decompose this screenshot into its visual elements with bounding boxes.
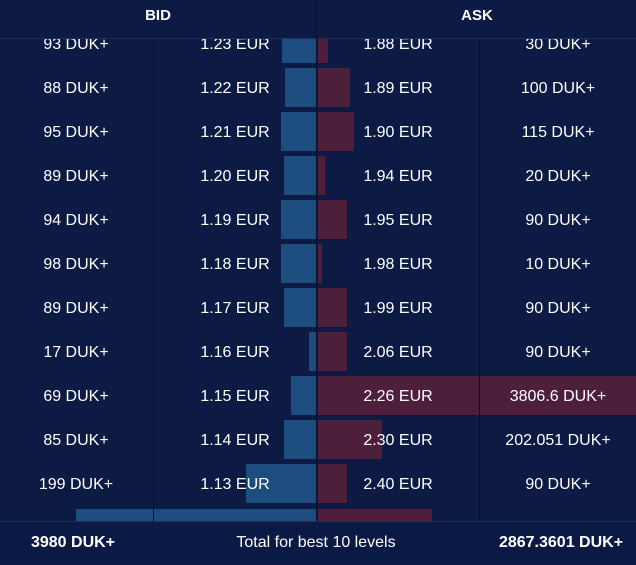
ask-price: 1.88 EUR xyxy=(363,39,433,53)
orderbook-row[interactable]: 89 DUK+ 1.20 EUR 1.94 EUR 20 DUK+ xyxy=(0,155,636,199)
ask-quantity: 115 DUK+ xyxy=(521,124,595,141)
ask-quantity: 90 DUK+ xyxy=(525,476,591,493)
bid-depth-bar xyxy=(284,288,316,327)
bid-price: 1.15 EUR xyxy=(200,388,270,405)
bid-price: 1.19 EUR xyxy=(200,212,270,229)
ask-price: 1.94 EUR xyxy=(363,168,433,185)
orderbook-row[interactable]: 85 DUK+ 1.14 EUR 2.30 EUR 202.051 DUK+ xyxy=(0,419,636,463)
bid-price: 1.20 EUR xyxy=(200,168,270,185)
ask-quantity: 10 DUK+ xyxy=(525,256,591,273)
ask-quantity: 30 DUK+ xyxy=(525,39,591,53)
bid-quantity: 93 DUK+ xyxy=(43,39,109,53)
bid-quantity: 69 DUK+ xyxy=(43,388,109,405)
bid-quantity: 98 DUK+ xyxy=(43,256,109,273)
orderbook-row[interactable]: 69 DUK+ 1.15 EUR 2.26 EUR 3806.6 DUK+ xyxy=(0,375,636,419)
ask-depth-bar xyxy=(318,376,636,415)
ask-quantity: 90 DUK+ xyxy=(525,344,591,361)
ask-price: 2.40 EUR xyxy=(363,476,433,493)
bid-price: 1.16 EUR xyxy=(200,344,270,361)
ask-price: 1.98 EUR xyxy=(363,256,433,273)
ask-quantity: 3806.6 DUK+ xyxy=(509,388,607,405)
ask-quantity: 90 DUK+ xyxy=(525,212,591,229)
ask-price: 2.06 EUR xyxy=(363,344,433,361)
total-label: Total for best 10 levels xyxy=(236,534,396,551)
orderbook-footer: 3980 DUK+ Total for best 10 levels 2867.… xyxy=(0,521,636,565)
bid-total: 3980 DUK+ xyxy=(30,534,116,551)
ask-price: 2.26 EUR xyxy=(363,388,433,405)
ask-price: 1.89 EUR xyxy=(363,80,433,97)
bid-depth-bar xyxy=(282,39,316,63)
bid-quantity: 94 DUK+ xyxy=(43,212,109,229)
bid-header: BID xyxy=(145,7,171,24)
orderbook-row[interactable]: 17 DUK+ 1.16 EUR 2.06 EUR 90 DUK+ xyxy=(0,331,636,375)
ask-depth-bar xyxy=(318,332,347,371)
bid-price: 1.21 EUR xyxy=(200,124,270,141)
orderbook-rows[interactable]: 93 DUK+ 1.23 EUR 1.88 EUR 30 DUK+ 88 DUK+ 1.2… xyxy=(0,39,636,521)
bid-price: 1.17 EUR xyxy=(200,300,270,317)
bid-quantity: 85 DUK+ xyxy=(43,432,109,449)
bid-depth-bar xyxy=(291,376,316,415)
bid-depth-bar xyxy=(309,332,316,371)
orderbook-row[interactable]: 199 DUK+ 1.13 EUR 2.40 EUR 90 DUK+ xyxy=(0,463,636,507)
orderbook-header: BID ASK xyxy=(0,0,636,39)
ask-header: ASK xyxy=(461,7,493,24)
bid-quantity: 17 DUK+ xyxy=(43,344,109,361)
ask-depth-bar xyxy=(318,244,322,283)
bid-cumulative-bar xyxy=(76,509,316,521)
bid-quantity: 95 DUK+ xyxy=(43,124,109,141)
orderbook-row[interactable]: 93 DUK+ 1.23 EUR 1.88 EUR 30 DUK+ xyxy=(0,39,636,67)
ask-total: 2867.3601 DUK+ xyxy=(498,534,624,551)
bid-price: 1.22 EUR xyxy=(200,80,270,97)
ask-quantity: 20 DUK+ xyxy=(525,168,591,185)
bid-price: 1.23 EUR xyxy=(200,39,270,53)
bid-price: 1.13 EUR xyxy=(200,476,270,493)
ask-quantity: 100 DUK+ xyxy=(520,80,596,97)
column-divider xyxy=(479,39,480,521)
ask-depth-bar xyxy=(318,464,347,503)
ask-depth-bar xyxy=(318,420,382,459)
bid-depth-bar xyxy=(281,244,316,283)
ask-depth-bar xyxy=(318,39,328,63)
ask-depth-bar xyxy=(318,112,354,151)
ask-price: 2.30 EUR xyxy=(363,432,433,449)
orderbook-row[interactable]: 95 DUK+ 1.21 EUR 1.90 EUR 115 DUK+ xyxy=(0,111,636,155)
ask-price: 1.99 EUR xyxy=(363,300,433,317)
bid-depth-bar xyxy=(285,68,316,107)
ask-cumulative-bar xyxy=(318,509,432,521)
orderbook-row[interactable]: 94 DUK+ 1.19 EUR 1.95 EUR 90 DUK+ xyxy=(0,199,636,243)
bid-depth-bar xyxy=(281,200,316,239)
ask-depth-bar xyxy=(318,288,347,327)
bid-price: 1.14 EUR xyxy=(200,432,270,449)
bid-depth-bar xyxy=(284,420,316,459)
bid-price: 1.18 EUR xyxy=(200,256,270,273)
ask-depth-bar xyxy=(318,156,325,195)
ask-price: 1.90 EUR xyxy=(363,124,433,141)
bid-quantity: 199 DUK+ xyxy=(38,476,114,493)
bid-depth-bar xyxy=(281,112,316,151)
bid-depth-bar xyxy=(284,156,316,195)
ask-price: 1.95 EUR xyxy=(363,212,433,229)
bid-quantity: 89 DUK+ xyxy=(43,300,109,317)
ask-quantity: 202.051 DUK+ xyxy=(505,432,611,449)
ask-depth-bar xyxy=(318,68,350,107)
orderbook-row[interactable]: 89 DUK+ 1.17 EUR 1.99 EUR 90 DUK+ xyxy=(0,287,636,331)
bid-quantity: 89 DUK+ xyxy=(43,168,109,185)
bid-quantity: 88 DUK+ xyxy=(43,80,109,97)
center-divider xyxy=(316,0,317,564)
column-divider xyxy=(153,39,154,521)
ask-depth-bar xyxy=(318,200,347,239)
ask-quantity: 90 DUK+ xyxy=(525,300,591,317)
orderbook-row[interactable]: 88 DUK+ 1.22 EUR 1.89 EUR 100 DUK+ xyxy=(0,67,636,111)
orderbook-row[interactable]: 98 DUK+ 1.18 EUR 1.98 EUR 10 DUK+ xyxy=(0,243,636,287)
bid-depth-bar xyxy=(246,464,316,503)
